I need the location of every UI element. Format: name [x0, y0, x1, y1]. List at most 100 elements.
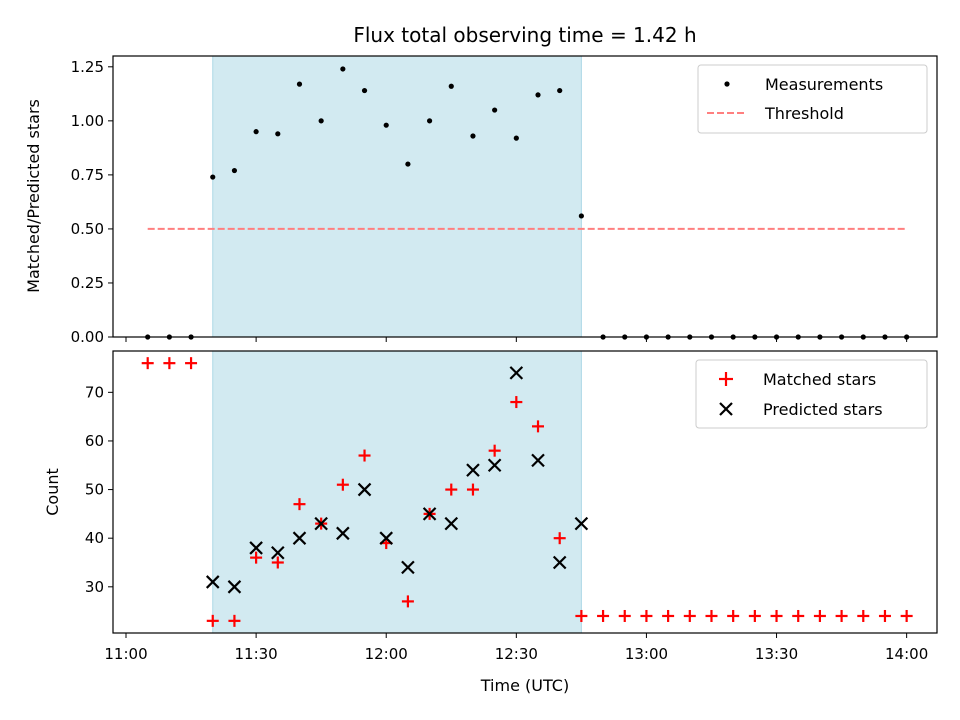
chart-title: Flux total observing time = 1.42 h — [353, 23, 696, 47]
bottom-xtick-label: 14:00 — [885, 645, 928, 663]
legend-predicted-marker — [719, 402, 733, 416]
predicted-star-point — [422, 507, 437, 521]
predicted-star-point — [227, 580, 242, 594]
matched-star-point — [575, 609, 588, 622]
bottom-ytick-label: 60 — [85, 432, 104, 450]
matched-star-point — [488, 444, 501, 457]
measurement-point — [340, 66, 346, 72]
matched-star-point — [271, 556, 284, 569]
top-ytick-label: 0.00 — [71, 328, 104, 346]
predicted-star-point — [292, 531, 307, 545]
shaded-region — [212, 350, 582, 634]
matched-star-point — [792, 609, 805, 622]
matched-star-point — [835, 609, 848, 622]
measurement-point — [426, 118, 433, 124]
matched-star-point — [445, 483, 458, 496]
predicted-star-point — [249, 541, 263, 555]
predicted-star-point — [271, 545, 285, 560]
predicted-star-point — [531, 453, 545, 468]
measurement-point — [578, 213, 584, 219]
matched-star-point — [705, 609, 718, 622]
predicted-star-point — [314, 516, 328, 531]
matched-star-point — [185, 357, 198, 370]
predicted-star-point — [574, 516, 589, 531]
bottom-xtick-label: 12:30 — [495, 645, 538, 663]
measurement-point — [231, 167, 238, 174]
top-legend: Measurements Threshold — [697, 64, 928, 134]
matched-star-point — [900, 609, 913, 622]
measurement-point — [535, 92, 541, 98]
predicted-star-point — [336, 526, 350, 541]
predicted-star-point — [357, 482, 372, 497]
bottom-ytick-label: 70 — [85, 383, 104, 401]
bottom-xtick-label: 12:00 — [365, 645, 408, 663]
predicted-star-point — [444, 516, 459, 531]
matched-star-point — [597, 609, 610, 622]
legend-measurements: Measurements — [765, 75, 883, 94]
matched-star-point — [206, 614, 219, 627]
top-ylabel: Matched/Predicted stars — [24, 99, 43, 293]
matched-star-point — [141, 357, 154, 370]
predicted-star-point — [552, 555, 567, 570]
legend-matched: Matched stars — [763, 370, 876, 389]
measurement-point — [361, 87, 368, 94]
measurement-point — [383, 122, 389, 128]
measurement-point — [557, 87, 563, 94]
top-ytick-label: 0.50 — [71, 220, 104, 238]
matched-star-point — [770, 609, 783, 622]
matched-star-point — [466, 483, 479, 496]
bottom-legend: Matched stars Predicted stars — [695, 359, 928, 429]
bottom-ylabel: Count — [43, 468, 62, 516]
matched-star-point — [401, 595, 414, 608]
matched-star-point — [336, 478, 349, 491]
bottom-xtick-label: 13:00 — [625, 645, 668, 663]
top-panel: 0.00 0.25 0.50 0.75 1.00 1.25 Matched/Predict… — [24, 55, 938, 346]
matched-star-point — [250, 551, 263, 564]
bottom-xtick-label: 11:30 — [234, 645, 277, 663]
matched-star-point — [662, 609, 675, 622]
measurement-point — [492, 107, 498, 113]
matched-star-point — [857, 609, 870, 622]
matched-star-point — [532, 420, 545, 433]
measurement-point — [513, 135, 519, 141]
bottom-xtick-label: 11:00 — [104, 645, 147, 663]
top-ytick-label: 0.25 — [71, 274, 104, 292]
legend-matched-marker — [719, 372, 733, 386]
measurement-point — [448, 83, 454, 89]
bottom-xtick-label: 13:30 — [755, 645, 798, 663]
top-ytick-label: 1.00 — [71, 112, 104, 130]
bottom-xlabel: Time (UTC) — [480, 676, 569, 695]
legend-predicted: Predicted stars — [763, 400, 883, 419]
measurement-point — [275, 131, 281, 137]
predicted-star-point — [466, 463, 480, 477]
measurement-point — [318, 118, 324, 124]
matched-star-point — [293, 498, 306, 511]
matched-star-point — [618, 609, 631, 622]
legend-threshold: Threshold — [764, 104, 844, 123]
measurement-point — [253, 129, 259, 135]
predicted-star-point — [487, 458, 502, 473]
matched-star-point — [163, 357, 176, 370]
matched-star-point — [748, 609, 761, 622]
predicted-star-point — [509, 366, 524, 380]
bottom-axes-frame — [112, 350, 938, 634]
predicted-star-point — [205, 575, 220, 589]
matched-star-point — [683, 609, 696, 622]
matched-star-point — [640, 609, 653, 622]
measurement-point — [296, 81, 303, 87]
measurement-point — [210, 174, 216, 180]
measurement-point — [405, 161, 411, 167]
matched-star-point — [510, 396, 523, 409]
matched-star-point — [727, 609, 740, 622]
bottom-ytick-label: 40 — [85, 529, 104, 547]
matched-star-point — [228, 614, 241, 627]
matched-star-point — [358, 449, 371, 462]
top-ytick-label: 1.25 — [71, 58, 104, 76]
matched-star-point — [878, 609, 891, 622]
bottom-panel: 30 40 50 60 70 11:00 11:30 12:00 12:30 13:00 13:30… — [43, 350, 938, 695]
predicted-star-point — [401, 560, 415, 575]
bottom-ytick-label: 50 — [85, 481, 104, 499]
top-axes-frame — [112, 55, 938, 338]
measurement-point — [470, 133, 476, 139]
